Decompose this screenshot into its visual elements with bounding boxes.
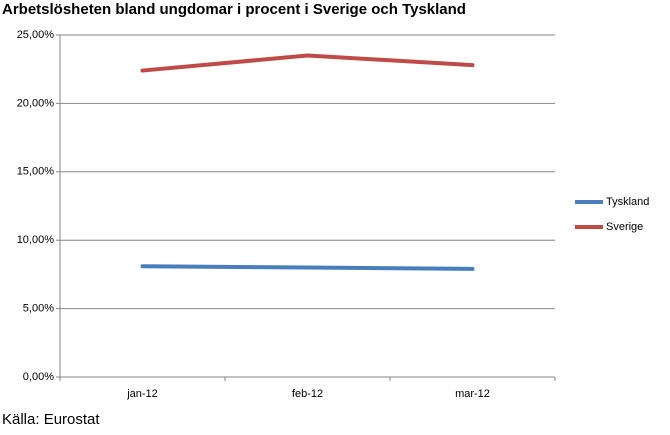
series-line: [140, 264, 475, 271]
legend-label: Sverige: [606, 221, 643, 233]
y-tick-label: 0,00%: [23, 371, 54, 383]
y-tick-label: 20,00%: [17, 97, 55, 109]
x-tick-label: feb-12: [292, 388, 323, 400]
chart-title: Arbetslösheten bland ungdomar i procent …: [2, 1, 466, 18]
x-tick-label: jan-12: [126, 388, 158, 400]
y-tick-label: 5,00%: [23, 303, 54, 315]
legend-label: Tyskland: [606, 196, 649, 208]
y-tick-label: 15,00%: [17, 166, 55, 178]
y-tick-label: 25,00%: [17, 29, 55, 41]
y-tick-label: 10,00%: [17, 234, 55, 246]
source-note: Källa: Eurostat: [2, 411, 100, 428]
x-tick-label: mar-12: [455, 388, 490, 400]
series-line: [140, 53, 475, 73]
